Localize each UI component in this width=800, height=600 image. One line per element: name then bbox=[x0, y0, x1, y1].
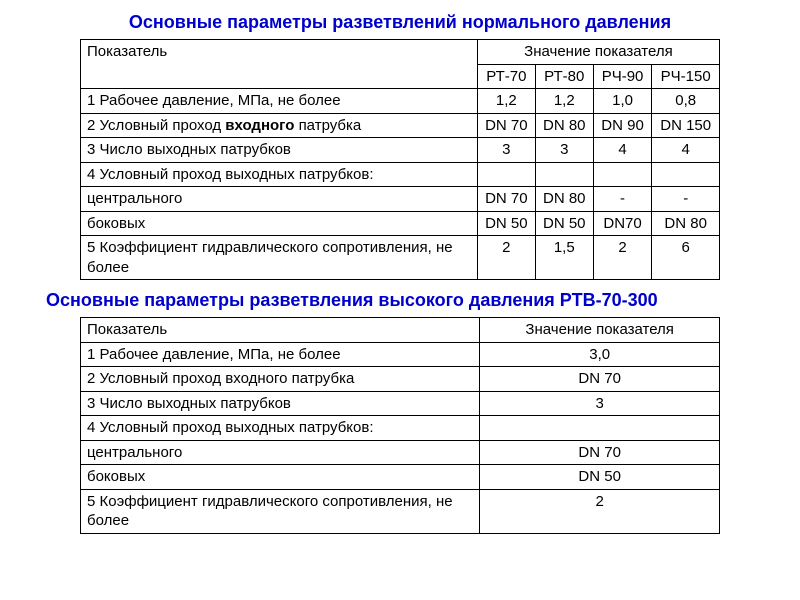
title-1: Основные параметры разветвлений нормальн… bbox=[18, 12, 782, 33]
t1-r0-v2: 1,0 bbox=[593, 89, 652, 114]
table-row: 4 Условный проход выходных патрубков: bbox=[81, 162, 720, 187]
t1-r5-v1: DN 50 bbox=[535, 211, 593, 236]
t1-r0-label: 1 Рабочее давление, МПа, не более bbox=[81, 89, 478, 114]
t2-r5-v: DN 50 bbox=[480, 465, 720, 490]
table-row: 1 Рабочее давление, МПа, не более 1,2 1,… bbox=[81, 89, 720, 114]
t1-r1-label: 2 Условный проход входного патрубка bbox=[81, 113, 478, 138]
t2-r1-label: 2 Условный проход входного патрубка bbox=[81, 367, 480, 392]
t1-r5-v0: DN 50 bbox=[477, 211, 535, 236]
t1-r3-label: 4 Условный проход выходных патрубков: bbox=[81, 162, 478, 187]
table-row: 5 Коэффициент гидравлического сопротивле… bbox=[81, 489, 720, 533]
t1-r5-label: боковых bbox=[81, 211, 478, 236]
t1-r3-v1 bbox=[535, 162, 593, 187]
t1-r1-v3: DN 150 bbox=[652, 113, 720, 138]
t1-r4-label: центрального bbox=[81, 187, 478, 212]
t1-r1-v2: DN 90 bbox=[593, 113, 652, 138]
t1-r6-v2: 2 bbox=[593, 236, 652, 280]
t2-header-value: Значение показателя bbox=[480, 318, 720, 343]
t1-r4-v0: DN 70 bbox=[477, 187, 535, 212]
t1-subcol-2: РЧ-90 bbox=[593, 64, 652, 89]
table-row: боковых DN 50 DN 50 DN70 DN 80 bbox=[81, 211, 720, 236]
t2-r2-v: 3 bbox=[480, 391, 720, 416]
t1-subcol-0: РТ-70 bbox=[477, 64, 535, 89]
table-row: 5 Коэффициент гидравлического сопротивле… bbox=[81, 236, 720, 280]
t2-header-param: Показатель bbox=[81, 318, 480, 343]
t1-r0-v0: 1,2 bbox=[477, 89, 535, 114]
t1-r6-v3: 6 bbox=[652, 236, 720, 280]
table-row: центрального DN 70 DN 80 - - bbox=[81, 187, 720, 212]
table-row: 3 Число выходных патрубков 3 3 4 4 bbox=[81, 138, 720, 163]
t1-r4-v2: - bbox=[593, 187, 652, 212]
table-row: 1 Рабочее давление, МПа, не более 3,0 bbox=[81, 342, 720, 367]
t1-r0-v3: 0,8 bbox=[652, 89, 720, 114]
table-row: центрального DN 70 bbox=[81, 440, 720, 465]
t2-r3-v bbox=[480, 416, 720, 441]
t2-r4-label: центрального bbox=[81, 440, 480, 465]
t2-r3-label: 4 Условный проход выходных патрубков: bbox=[81, 416, 480, 441]
title-2: Основные параметры разветвления высокого… bbox=[46, 290, 782, 311]
t1-r5-v2: DN70 bbox=[593, 211, 652, 236]
t2-r5-label: боковых bbox=[81, 465, 480, 490]
t1-r2-v0: 3 bbox=[477, 138, 535, 163]
table-2: Показатель Значение показателя 1 Рабочее… bbox=[80, 317, 720, 534]
t1-header-value: Значение показателя bbox=[477, 40, 719, 65]
table-row: 3 Число выходных патрубков 3 bbox=[81, 391, 720, 416]
t2-r0-label: 1 Рабочее давление, МПа, не более bbox=[81, 342, 480, 367]
t1-r2-label: 3 Число выходных патрубков bbox=[81, 138, 478, 163]
t1-r6-v0: 2 bbox=[477, 236, 535, 280]
t1-r3-v0 bbox=[477, 162, 535, 187]
t1-r1-v0: DN 70 bbox=[477, 113, 535, 138]
t2-r1-v: DN 70 bbox=[480, 367, 720, 392]
table-row: боковых DN 50 bbox=[81, 465, 720, 490]
t2-r6-label: 5 Коэффициент гидравлического сопротивле… bbox=[81, 489, 480, 533]
t1-r2-v3: 4 bbox=[652, 138, 720, 163]
table-1: Показатель Значение показателя РТ-70 РТ-… bbox=[80, 39, 720, 280]
t1-r4-v1: DN 80 bbox=[535, 187, 593, 212]
table-row: 4 Условный проход выходных патрубков: bbox=[81, 416, 720, 441]
t2-r2-label: 3 Число выходных патрубков bbox=[81, 391, 480, 416]
t1-r3-v3 bbox=[652, 162, 720, 187]
t1-r6-v1: 1,5 bbox=[535, 236, 593, 280]
table-row: 2 Условный проход входного патрубка DN 7… bbox=[81, 367, 720, 392]
t2-r6-v: 2 bbox=[480, 489, 720, 533]
t2-r4-v: DN 70 bbox=[480, 440, 720, 465]
t1-r1-v1: DN 80 bbox=[535, 113, 593, 138]
t1-r4-v3: - bbox=[652, 187, 720, 212]
t1-r6-label: 5 Коэффициент гидравлического сопротивле… bbox=[81, 236, 478, 280]
t1-subcol-1: РТ-80 bbox=[535, 64, 593, 89]
t1-subcol-3: РЧ-150 bbox=[652, 64, 720, 89]
t1-r2-v2: 4 bbox=[593, 138, 652, 163]
t1-header-param: Показатель bbox=[81, 40, 478, 89]
t1-r2-v1: 3 bbox=[535, 138, 593, 163]
t1-r0-v1: 1,2 bbox=[535, 89, 593, 114]
t2-r0-v: 3,0 bbox=[480, 342, 720, 367]
table-row: 2 Условный проход входного патрубка DN 7… bbox=[81, 113, 720, 138]
t1-r5-v3: DN 80 bbox=[652, 211, 720, 236]
t1-r3-v2 bbox=[593, 162, 652, 187]
